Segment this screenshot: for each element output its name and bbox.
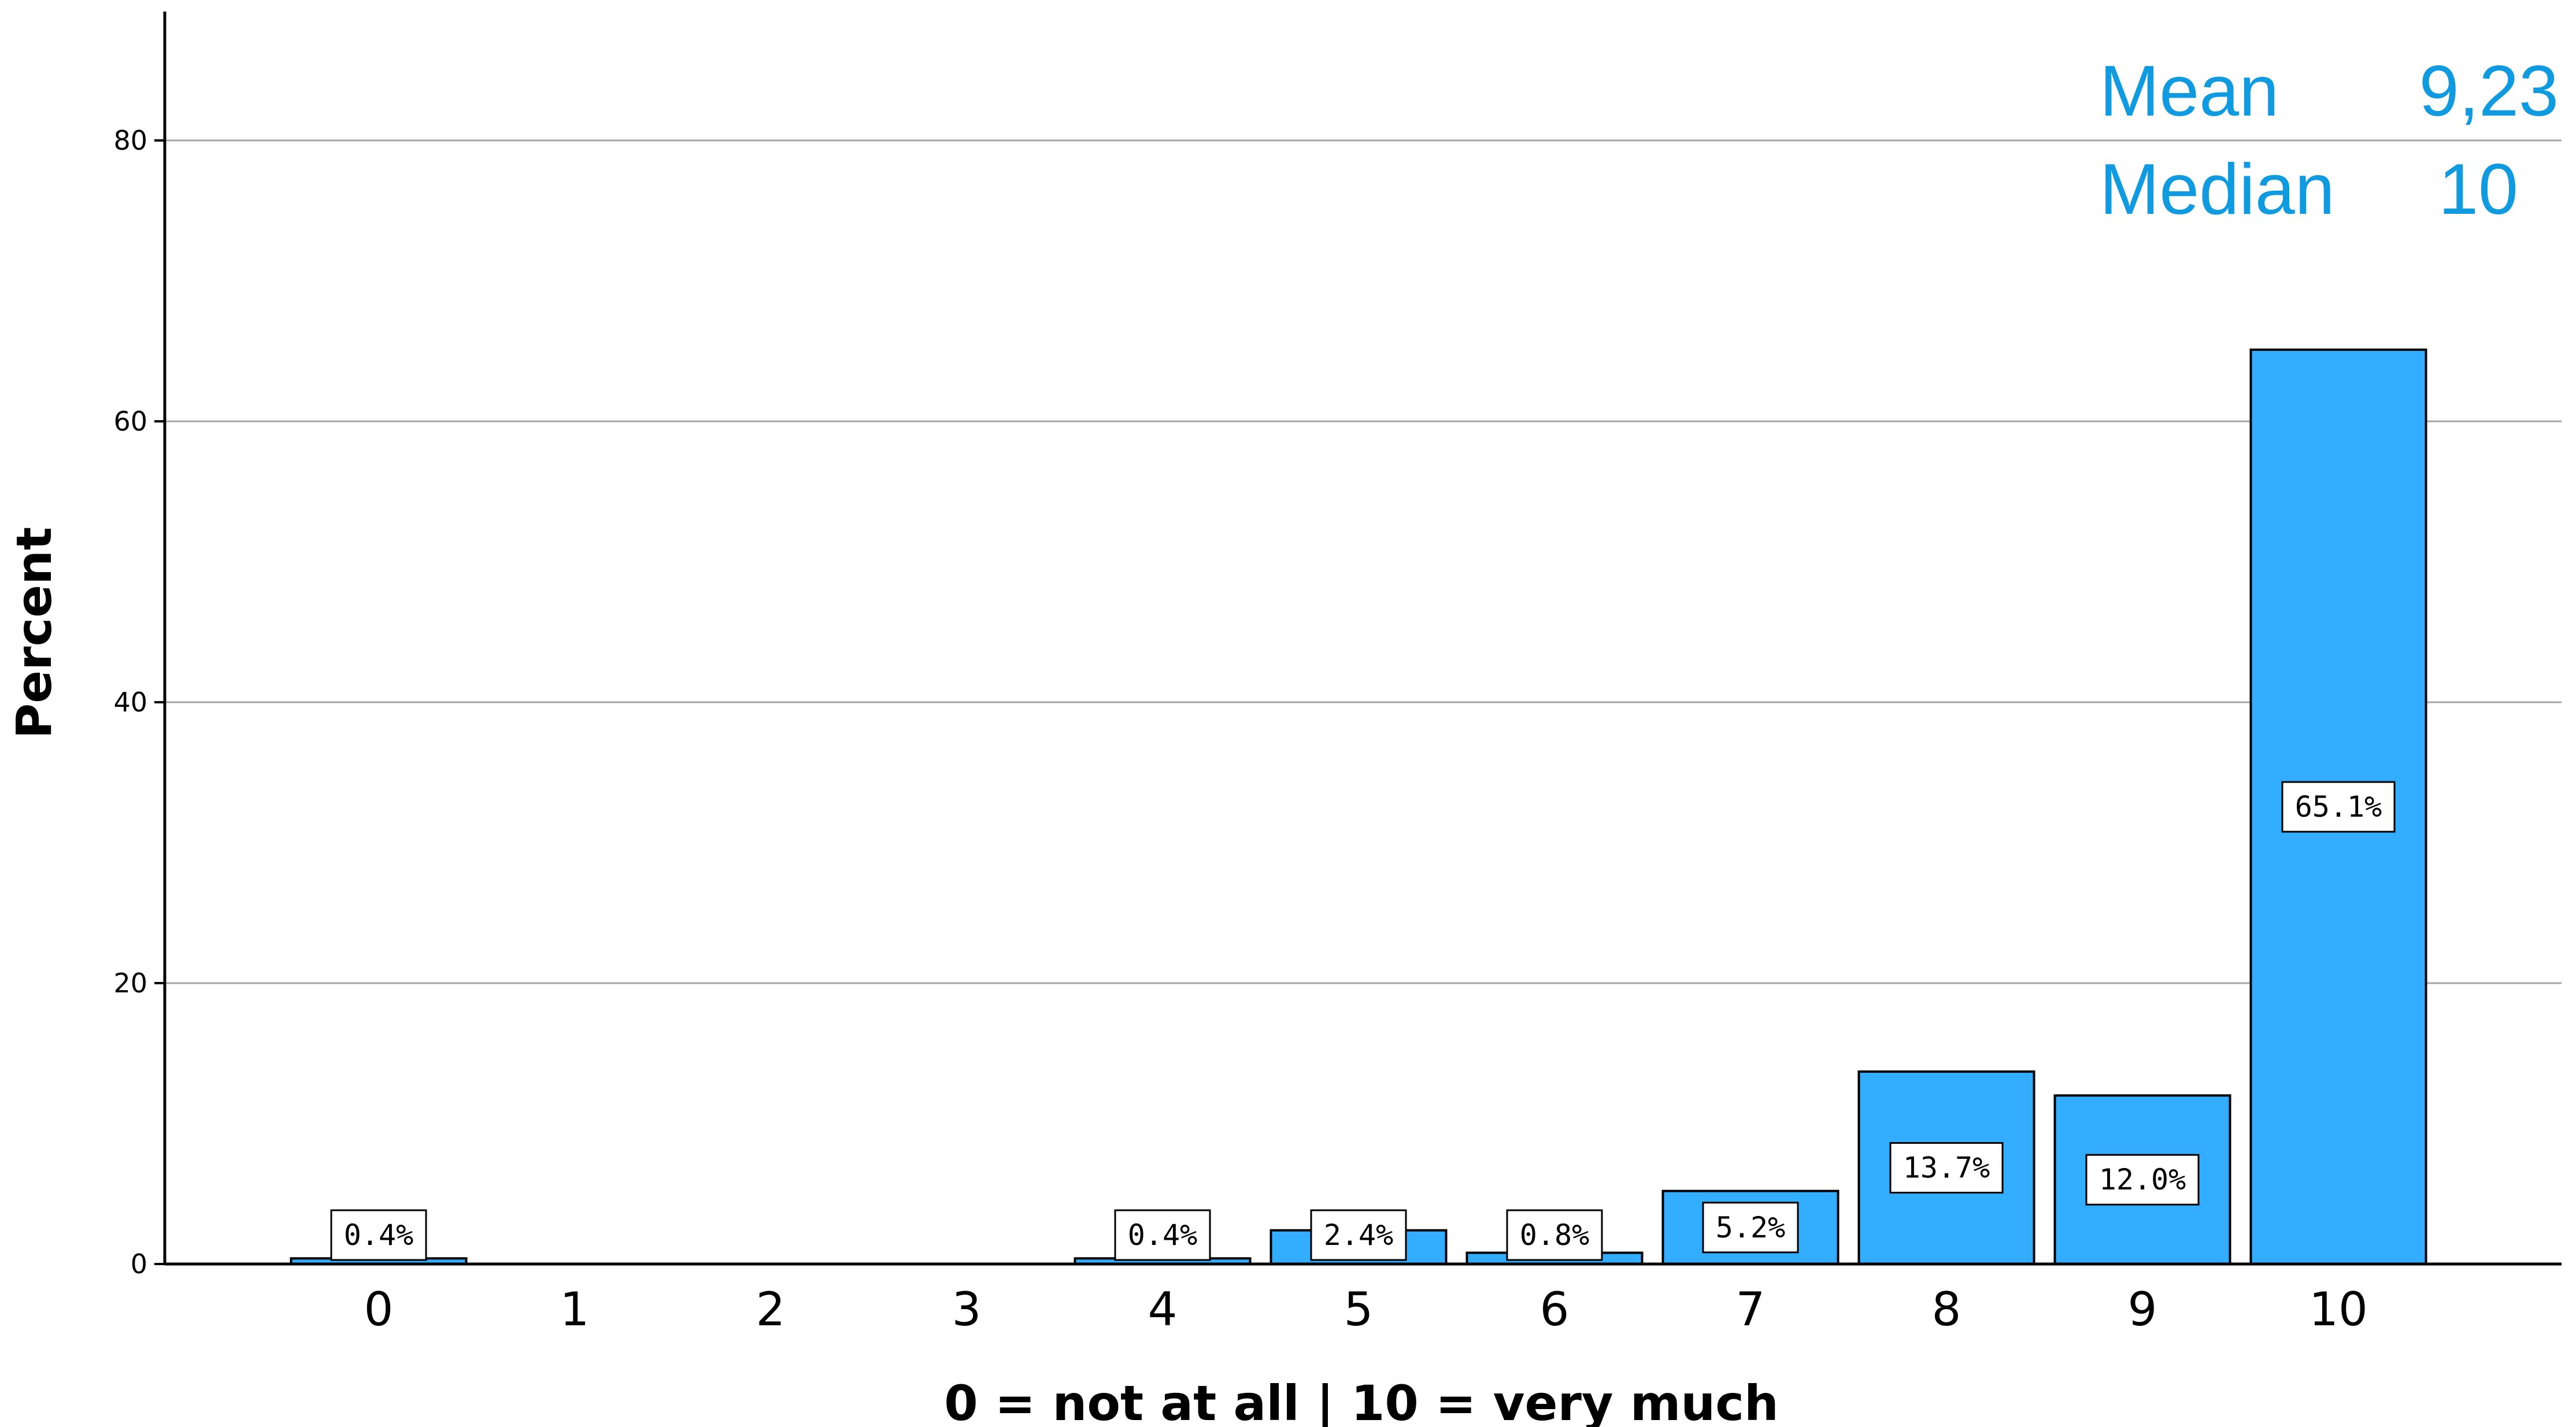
data-label-box bbox=[2281, 781, 2396, 833]
x-ticks: 0 1 2 3 4 5 6 7 8 9 10 bbox=[364, 1283, 2368, 1336]
data-label-text: 12.0% bbox=[2099, 1163, 2186, 1196]
data-label: 5.2% bbox=[1702, 1202, 1799, 1254]
y-tick-label: 80 bbox=[113, 125, 147, 156]
data-label: 0.8% bbox=[1506, 1209, 1603, 1261]
gridlines bbox=[165, 139, 2562, 984]
x-tick-label: 9 bbox=[2128, 1283, 2157, 1336]
axes bbox=[163, 12, 2562, 1266]
x-tick-label: 0 bbox=[364, 1283, 394, 1336]
stats-box: Mean 9,23 Median 10 bbox=[2100, 51, 2559, 229]
y-tick-label: 0 bbox=[131, 1248, 147, 1280]
data-label: 0.4% bbox=[330, 1209, 427, 1261]
mean-label: Mean bbox=[2100, 51, 2279, 131]
data-label-text: 0.4% bbox=[1128, 1218, 1197, 1252]
x-tick-label: 5 bbox=[1344, 1283, 1374, 1336]
data-label-box bbox=[1310, 1209, 1407, 1261]
data-label-text: 5.2% bbox=[1716, 1211, 1785, 1244]
x-tick-label: 10 bbox=[2309, 1283, 2368, 1336]
data-label-box bbox=[2085, 1154, 2200, 1206]
x-tick-label: 1 bbox=[560, 1283, 590, 1336]
bars bbox=[290, 349, 2427, 1266]
x-tick-label: 8 bbox=[1932, 1283, 1961, 1336]
data-label-box bbox=[330, 1209, 427, 1261]
y-tick-label: 40 bbox=[113, 687, 147, 718]
y-tick-label: 60 bbox=[113, 406, 147, 437]
data-label-text: 13.7% bbox=[1903, 1151, 1990, 1185]
y-ticks: 0 20 40 60 80 bbox=[113, 125, 165, 1280]
data-label-box bbox=[1702, 1202, 1799, 1254]
x-tick-label: 2 bbox=[756, 1283, 786, 1336]
data-label: 13.7% bbox=[1889, 1142, 2004, 1194]
x-axis-title: 0 = not at all | 10 = very much bbox=[944, 1375, 1779, 1427]
median-label: Median bbox=[2100, 150, 2335, 229]
x-tick-label: 3 bbox=[952, 1283, 982, 1336]
x-tick-label: 6 bbox=[1540, 1283, 1570, 1336]
data-label: 65.1% bbox=[2281, 781, 2396, 833]
data-label: 2.4% bbox=[1310, 1209, 1407, 1261]
data-label: 12.0% bbox=[2085, 1154, 2200, 1206]
median-value: 10 bbox=[2438, 150, 2518, 229]
data-label-text: 0.8% bbox=[1520, 1218, 1589, 1252]
x-tick-label: 4 bbox=[1148, 1283, 1178, 1336]
data-label-box bbox=[1506, 1209, 1603, 1261]
data-label-text: 0.4% bbox=[344, 1218, 413, 1252]
mean-value: 9,23 bbox=[2419, 51, 2559, 131]
data-label-box bbox=[1889, 1142, 2004, 1194]
x-tick-label: 7 bbox=[1736, 1283, 1766, 1336]
data-label-text: 65.1% bbox=[2295, 790, 2382, 824]
y-tick-label: 20 bbox=[113, 968, 147, 999]
data-label: 0.4% bbox=[1114, 1209, 1211, 1261]
y-axis-title: Percent bbox=[6, 527, 62, 739]
data-label-box bbox=[1114, 1209, 1211, 1261]
data-labels: 0.4% 0.4% 2.4% 0.8% 5.2% 13.7% 12.0% 65.1% bbox=[330, 781, 2396, 1261]
data-label-text: 2.4% bbox=[1324, 1218, 1393, 1252]
